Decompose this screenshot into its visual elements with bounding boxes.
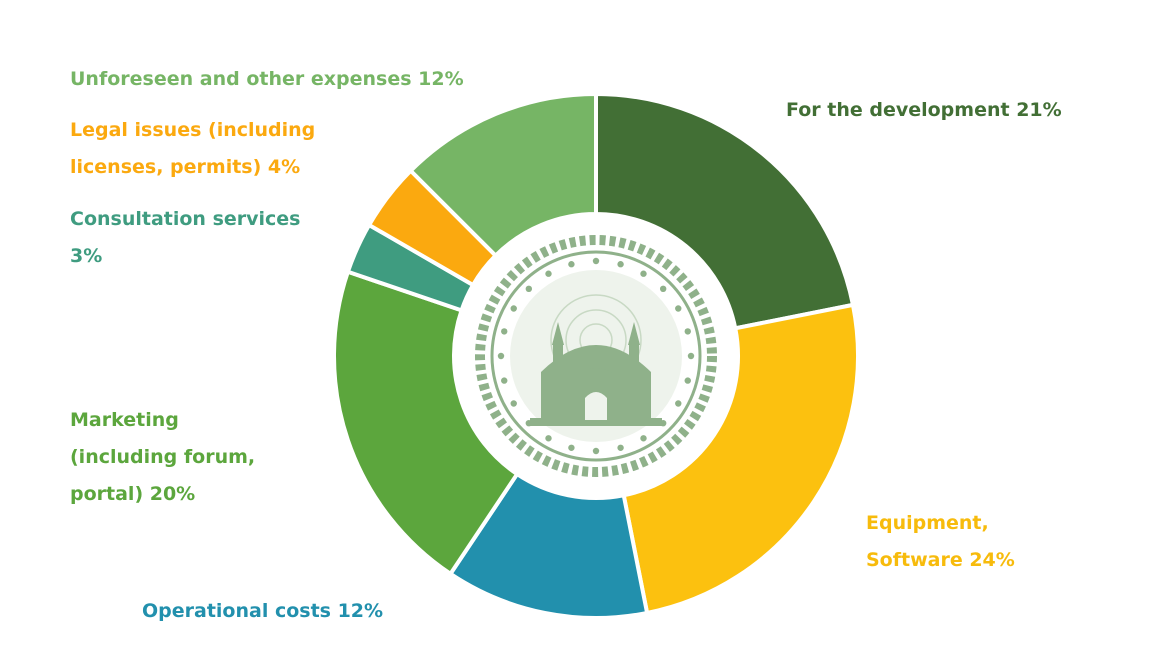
label-marketing-line-1: Marketing [70,409,179,431]
label-marketing: Marketing (including forum, portal) 20% [70,402,255,513]
label-operational-line-1: Operational costs 12% [142,600,384,622]
label-consultation-line-1: Consultation services [70,208,301,230]
label-equipment-line-2: Software 24% [866,549,1015,571]
label-consultation-line-2: 3% [70,245,103,267]
donut-slices [332,91,860,620]
label-marketing-line-2: (including forum, [70,446,256,468]
slice-for-the-development [594,91,856,331]
label-unforeseen-line-1: Unforeseen and other expenses 12% [70,68,464,90]
label-development: For the development 21% [786,92,1062,129]
label-operational: Operational costs 12% [142,593,383,630]
label-marketing-line-3: portal) 20% [70,483,196,505]
slice-unforeseen-and-other-expenses [407,91,598,259]
label-legal-line-2: licenses, permits) 4% [70,156,301,178]
mosque-emblem-icon [466,226,726,486]
label-consultation: Consultation services 3% [70,201,301,275]
label-equipment-line-1: Equipment, [866,512,989,534]
slice-marketing-including-forum-portal [332,269,520,577]
label-equipment: Equipment, Software 24% [866,505,1015,579]
slice-equipment-software [621,302,860,616]
label-development-line-1: For the development 21% [786,99,1062,121]
label-unforeseen: Unforeseen and other expenses 12% [70,61,464,98]
label-legal: Legal issues (including licenses, permit… [70,112,315,186]
label-legal-line-1: Legal issues (including [70,119,316,141]
